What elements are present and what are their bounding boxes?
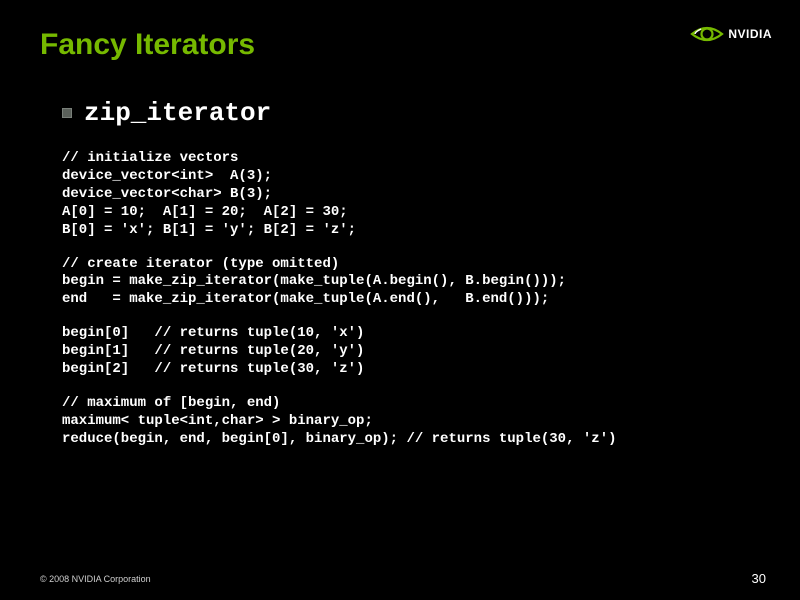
code-block-4: // maximum of [begin, end) maximum< tupl… bbox=[62, 395, 760, 449]
nvidia-logo: NVIDIA bbox=[690, 22, 772, 46]
page-number: 30 bbox=[752, 571, 766, 586]
slide-container: NVIDIA Fancy Iterators zip_iterator // i… bbox=[0, 0, 800, 600]
code-block-1: // initialize vectors device_vector<int>… bbox=[62, 150, 760, 240]
square-bullet-icon bbox=[62, 108, 72, 118]
bullet-label: zip_iterator bbox=[84, 98, 271, 128]
copyright-text: © 2008 NVIDIA Corporation bbox=[40, 574, 151, 584]
slide-title: Fancy Iterators bbox=[40, 28, 760, 62]
code-block-3: begin[0] // returns tuple(10, 'x') begin… bbox=[62, 325, 760, 379]
code-block-2: // create iterator (type omitted) begin … bbox=[62, 256, 760, 310]
bullet-item: zip_iterator bbox=[62, 98, 760, 128]
nvidia-logo-text: NVIDIA bbox=[728, 27, 772, 41]
nvidia-eye-icon bbox=[690, 22, 724, 46]
